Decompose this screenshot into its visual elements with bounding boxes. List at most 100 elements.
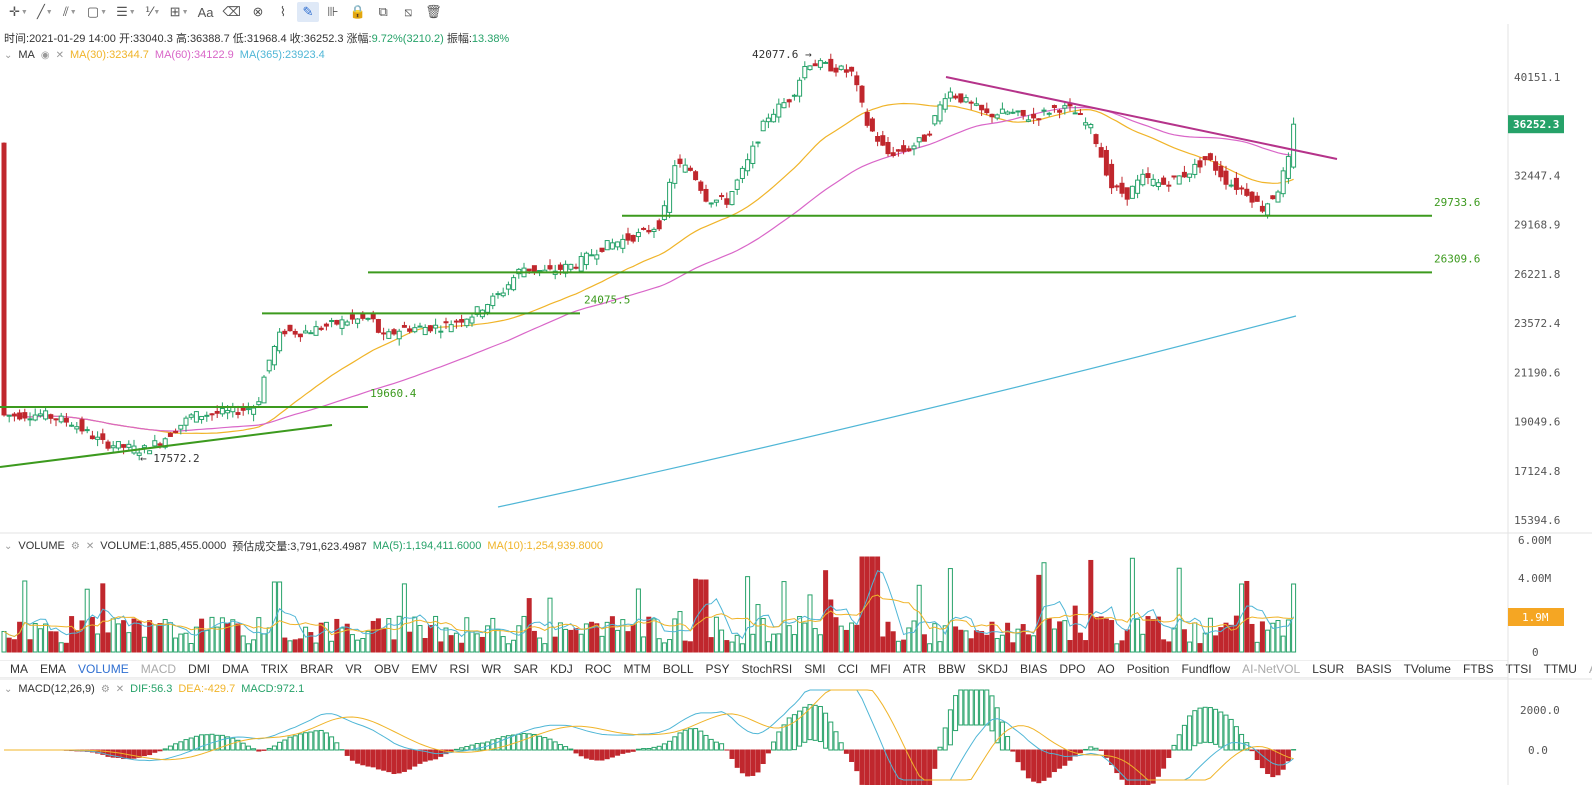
indicator-tab-ttsi[interactable]: TTSI — [1505, 662, 1532, 676]
candle-body — [43, 410, 49, 420]
indicator-tab-ma[interactable]: MA — [10, 662, 28, 676]
candle-body — [937, 104, 943, 122]
indicator-tab-mtm[interactable]: MTM — [623, 662, 651, 676]
indicator-tab-obv[interactable]: OBV — [374, 662, 400, 676]
chevron-down-icon[interactable]: ▼ — [45, 8, 53, 16]
indicator-tab-bias[interactable]: BIAS — [1020, 662, 1048, 676]
chevron-down-icon[interactable]: ▼ — [100, 8, 108, 16]
hide-tool[interactable]: ⧅ — [397, 2, 419, 22]
indicator-tab-ao[interactable]: AO — [1097, 662, 1115, 676]
indicator-tab-position[interactable]: Position — [1126, 662, 1170, 676]
indicator-tab-emv[interactable]: EMV — [411, 662, 438, 676]
volume-bar — [812, 628, 818, 653]
measure-tool[interactable]: ⊞ ▼ — [167, 2, 192, 22]
delete-tool[interactable]: 🗑 — [422, 2, 445, 22]
indicator-tab-trix[interactable]: TRIX — [260, 662, 289, 676]
chevron-down-icon[interactable]: ▼ — [69, 8, 77, 16]
candle-body — [750, 145, 756, 164]
volume-axis-label: 4.00M — [1518, 572, 1551, 585]
indicator-tab-cci[interactable]: CCI — [837, 662, 859, 676]
settings-gear-icon[interactable]: ⚙ — [100, 683, 110, 695]
indicator-tab-bbw[interactable]: BBW — [938, 662, 966, 676]
close-indicator-icon[interactable]: ✕ — [85, 540, 95, 552]
volume-bar — [339, 627, 345, 653]
macd-bar — [505, 735, 511, 751]
indicator-tab-ai-bsi[interactable]: AI-BSI — [1583, 662, 1592, 676]
indicator-tab-dpo[interactable]: DPO — [1059, 662, 1086, 676]
volume-bar — [1067, 640, 1073, 653]
indicator-tab-atr[interactable]: ATR — [902, 662, 927, 676]
eraser-tool[interactable]: ⌫ — [220, 2, 244, 22]
indicator-tab-dmi[interactable]: DMI — [188, 662, 211, 676]
settings-gear-icon[interactable]: ⚙ — [70, 540, 80, 552]
macd-bar — [433, 749, 439, 760]
indicator-tab-ttmu[interactable]: TTMU — [1543, 662, 1577, 676]
macd-bar — [115, 749, 121, 758]
volume-bar — [1031, 635, 1037, 653]
candle-body — [843, 69, 849, 73]
candle-body — [1228, 184, 1234, 187]
chevron-down-icon[interactable]: ▼ — [128, 8, 136, 16]
price-axis-label: 40151.1 — [1514, 71, 1560, 84]
indicator-tab-volume[interactable]: VOLUME — [78, 662, 129, 676]
candle-body — [1020, 109, 1026, 116]
macd-bar — [1166, 749, 1172, 758]
chevron-down-icon[interactable]: ▼ — [20, 8, 28, 16]
change-label: 涨幅: — [346, 33, 372, 45]
indicator-tab-mfi[interactable]: MFI — [870, 662, 891, 676]
visibility-eye-icon[interactable]: ◉ — [40, 49, 50, 61]
indicator-tab-boll[interactable]: BOLL — [662, 662, 694, 676]
magnet-tool[interactable]: ⊗ — [247, 2, 269, 22]
ruler-tool[interactable]: ⌇ — [272, 2, 294, 22]
volume-bar — [266, 627, 272, 653]
indicator-tab-sar[interactable]: SAR — [513, 662, 539, 676]
indicator-tab-vr[interactable]: VR — [345, 662, 363, 676]
indicator-tab-wr[interactable]: WR — [481, 662, 502, 676]
rectangle-tool[interactable]: ▢ ▼ — [84, 2, 110, 22]
indicator-tab-brar[interactable]: BRAR — [300, 662, 334, 676]
copy-tool[interactable]: ⧉ — [372, 2, 394, 22]
drawing-mode-tool[interactable]: ✎ — [296, 2, 319, 22]
indicator-tab-ftbs[interactable]: FTBS — [1462, 662, 1494, 676]
ruler-measure-tool[interactable]: ⊪ — [322, 2, 344, 22]
indicator-tab-roc[interactable]: ROC — [584, 662, 612, 676]
candle-body — [396, 330, 402, 340]
indicator-tab-smi[interactable]: SMI — [804, 662, 826, 676]
chevron-down-icon[interactable]: ▼ — [153, 8, 161, 16]
close-indicator-icon[interactable]: ✕ — [115, 683, 125, 695]
collapse-chevron-icon[interactable]: ⌄ — [4, 540, 13, 552]
multiline-tool[interactable]: ⫽ ▼ — [59, 2, 81, 22]
fibonacci-tool[interactable]: ⅟ ▼ — [142, 2, 164, 22]
crosshair-tool[interactable]: ✛ ▼ — [6, 2, 31, 22]
indicator-tab-basis[interactable]: BASIS — [1356, 662, 1392, 676]
parallel-channel-tool[interactable]: ☰ ▼ — [113, 2, 139, 22]
volume-bar — [843, 629, 849, 653]
close-indicator-icon[interactable]: ✕ — [55, 49, 65, 61]
indicator-tab-skdj[interactable]: SKDJ — [977, 662, 1009, 676]
chevron-down-icon[interactable]: ▼ — [181, 8, 189, 16]
macd-bar — [490, 739, 496, 751]
indicator-tab-psy[interactable]: PSY — [705, 662, 730, 676]
macd-bar — [349, 749, 355, 761]
indicator-tab-fundflow[interactable]: Fundflow — [1181, 662, 1231, 676]
collapse-chevron-icon[interactable]: ⌄ — [4, 683, 13, 695]
candle-body — [630, 234, 636, 242]
collapse-chevron-icon[interactable]: ⌄ — [4, 49, 13, 61]
text-tool[interactable]: Aa — [195, 2, 217, 22]
indicator-tab-ema[interactable]: EMA — [40, 662, 67, 676]
indicator-tab-dma[interactable]: DMA — [222, 662, 249, 676]
candle-body — [308, 332, 314, 335]
indicator-tab-stochrsi[interactable]: StochRSI — [741, 662, 793, 676]
indicator-tab-macd[interactable]: MACD — [140, 662, 177, 676]
lock-tool[interactable]: 🔒 — [347, 2, 369, 22]
trendline-tool[interactable]: ╱ ▼ — [34, 2, 56, 22]
indicator-tab-ai-netvol[interactable]: AI-NetVOL — [1242, 662, 1301, 676]
candle-body — [906, 148, 912, 152]
volume-bar — [375, 618, 381, 653]
macd-bar — [620, 749, 626, 754]
indicator-tab-rsi[interactable]: RSI — [449, 662, 470, 676]
indicator-tab-lsur[interactable]: LSUR — [1312, 662, 1345, 676]
indicator-tab-kdj[interactable]: KDJ — [550, 662, 573, 676]
indicator-tab-tvolume[interactable]: TVolume — [1403, 662, 1451, 676]
macd-bar — [386, 749, 392, 773]
